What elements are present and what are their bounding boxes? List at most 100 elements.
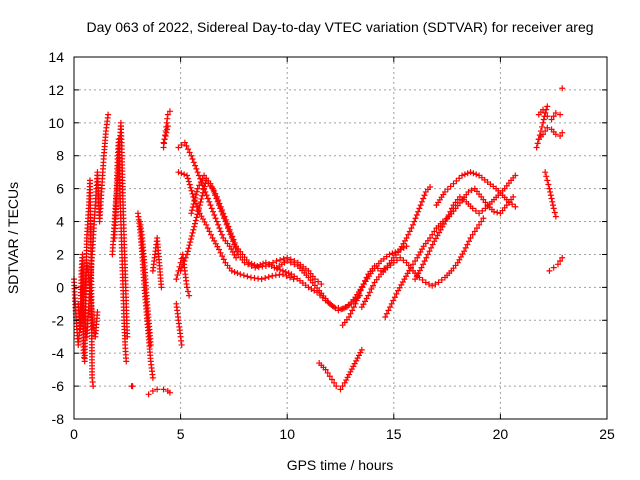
data-point [184, 175, 191, 182]
data-point [469, 205, 476, 212]
data-point [494, 209, 501, 216]
data-point [368, 286, 375, 293]
data-point [254, 262, 261, 269]
data-point [212, 190, 219, 197]
data-point [386, 251, 393, 258]
data-point [194, 169, 201, 176]
data-point [187, 236, 194, 243]
y-tick-label: 6 [56, 181, 64, 197]
data-point [390, 259, 397, 266]
data-point [231, 239, 238, 246]
data-point [557, 132, 564, 139]
data-point [441, 188, 448, 195]
data-point [476, 210, 483, 217]
data-point [431, 228, 438, 235]
data-point [279, 267, 286, 274]
data-point [509, 201, 516, 208]
data-point [105, 111, 112, 118]
data-point [548, 116, 555, 123]
chart-title: Day 063 of 2022, Sidereal Day-to-day VTE… [86, 19, 593, 35]
data-point [185, 146, 192, 153]
data-point [204, 225, 211, 232]
x-tick-label: 20 [493, 426, 509, 442]
data-point [385, 307, 392, 314]
data-point [262, 275, 269, 282]
y-tick-label: 14 [48, 49, 64, 65]
data-point [192, 217, 199, 224]
data-point [356, 290, 363, 297]
data-point [450, 180, 457, 187]
data-point [251, 261, 258, 268]
y-tick-label: 2 [56, 246, 64, 262]
data-point [285, 270, 292, 277]
data-point [318, 281, 325, 288]
data-point [354, 294, 361, 301]
data-point [546, 185, 553, 192]
data-point [203, 221, 210, 228]
data-point [265, 273, 272, 280]
data-point [363, 274, 370, 281]
data-point [549, 198, 556, 205]
data-point [218, 231, 225, 238]
data-point [203, 192, 210, 199]
data-point [549, 202, 556, 209]
data-point [459, 172, 466, 179]
data-point [476, 221, 483, 228]
data-point [211, 211, 218, 218]
plot-frame [73, 56, 608, 420]
data-point [175, 169, 182, 176]
data-point [552, 131, 559, 138]
data-point [206, 228, 213, 235]
data-point [416, 205, 423, 212]
data-point [559, 254, 566, 261]
data-point [220, 210, 227, 217]
data-point [178, 341, 185, 348]
data-point [409, 221, 416, 228]
data-point [237, 271, 244, 278]
data-point [331, 379, 338, 386]
data-point [335, 307, 342, 314]
data-point [227, 230, 234, 237]
data-point [460, 196, 467, 203]
data-point [542, 169, 549, 176]
data-point [337, 386, 344, 393]
data-point [206, 198, 213, 205]
data-point [347, 310, 354, 317]
data-point [324, 369, 331, 376]
data-point [282, 269, 289, 276]
data-point [183, 172, 190, 179]
data-point [194, 185, 201, 192]
y-tick-label: -8 [52, 411, 65, 427]
data-point [273, 258, 280, 265]
data-point [352, 300, 359, 307]
data-point [435, 279, 442, 286]
data-point [195, 208, 202, 215]
data-point [177, 267, 184, 274]
data-point [465, 188, 472, 195]
data-point [424, 251, 431, 258]
data-point [465, 238, 472, 245]
data-point [190, 201, 197, 208]
y-tick-label: -4 [52, 345, 65, 361]
data-point [512, 203, 519, 210]
x-tick-label: 25 [599, 426, 615, 442]
data-point [419, 276, 426, 283]
data-point [400, 257, 407, 264]
data-point [188, 232, 195, 239]
data-point [471, 228, 478, 235]
data-point [234, 270, 241, 277]
data-point [550, 113, 557, 120]
data-point [349, 307, 356, 314]
data-point [409, 261, 416, 268]
data-point [311, 276, 318, 283]
data-point [185, 288, 192, 295]
data-point [550, 264, 557, 271]
data-point [447, 208, 454, 215]
data-point [559, 129, 566, 136]
data-point [213, 218, 220, 225]
data-point [192, 162, 199, 169]
data-point [287, 274, 294, 281]
data-point [426, 248, 433, 255]
data-point [545, 181, 552, 188]
data-point [548, 195, 555, 202]
